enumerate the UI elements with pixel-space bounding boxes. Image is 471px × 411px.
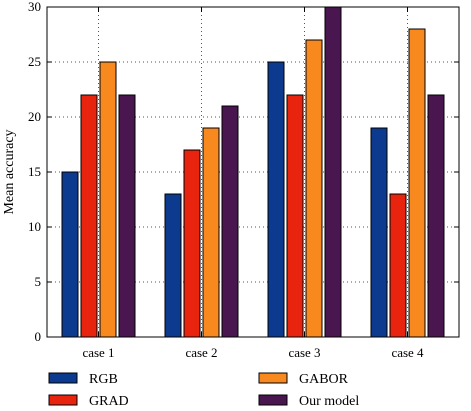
y-tick-label: 0 [35, 329, 42, 344]
bar-rgb [164, 193, 182, 338]
x-tick-label: case 1 [82, 345, 114, 360]
bars [61, 6, 445, 338]
bar-rgb [370, 127, 388, 338]
legend-label: GABOR [299, 372, 349, 387]
y-tick-label: 15 [28, 164, 41, 179]
x-tick-label: case 4 [391, 345, 424, 360]
legend-swatch [48, 372, 78, 384]
legend: RGB GRAD GABOR Our model [48, 372, 359, 409]
bar-our-model [221, 105, 239, 338]
bar-our-model [427, 94, 445, 338]
bar-gabor [408, 28, 426, 338]
y-tick-label: 20 [28, 109, 41, 124]
bar-rgb [61, 171, 79, 338]
legend-label: Our model [299, 394, 359, 409]
x-tick-label: case 3 [288, 345, 320, 360]
bar-our-model [324, 6, 342, 338]
x-tick-label: case 2 [185, 345, 217, 360]
bar-grad [80, 94, 98, 338]
legend-label: GRAD [89, 394, 129, 409]
y-tick-label: 25 [28, 54, 41, 69]
bar-grad [389, 193, 407, 338]
bar-gabor [99, 61, 117, 338]
y-tick-label: 5 [35, 274, 42, 289]
legend-swatch [258, 394, 288, 406]
legend-label: RGB [89, 372, 118, 387]
legend-swatch [258, 372, 288, 384]
bar-grad [286, 94, 304, 338]
y-axis-title: Mean accuracy [2, 129, 17, 214]
legend-swatch [48, 394, 78, 406]
bar-gabor [305, 39, 323, 338]
y-tick-label: 10 [28, 219, 41, 234]
y-tick-label: 30 [28, 0, 41, 14]
axes: 0 5 10 15 20 25 30 case 1 case 2 case 3 case 4 [28, 0, 459, 360]
bar-grad [183, 149, 201, 338]
bar-rgb [267, 61, 285, 338]
bar-gabor [202, 127, 220, 338]
bar-our-model [118, 94, 136, 338]
